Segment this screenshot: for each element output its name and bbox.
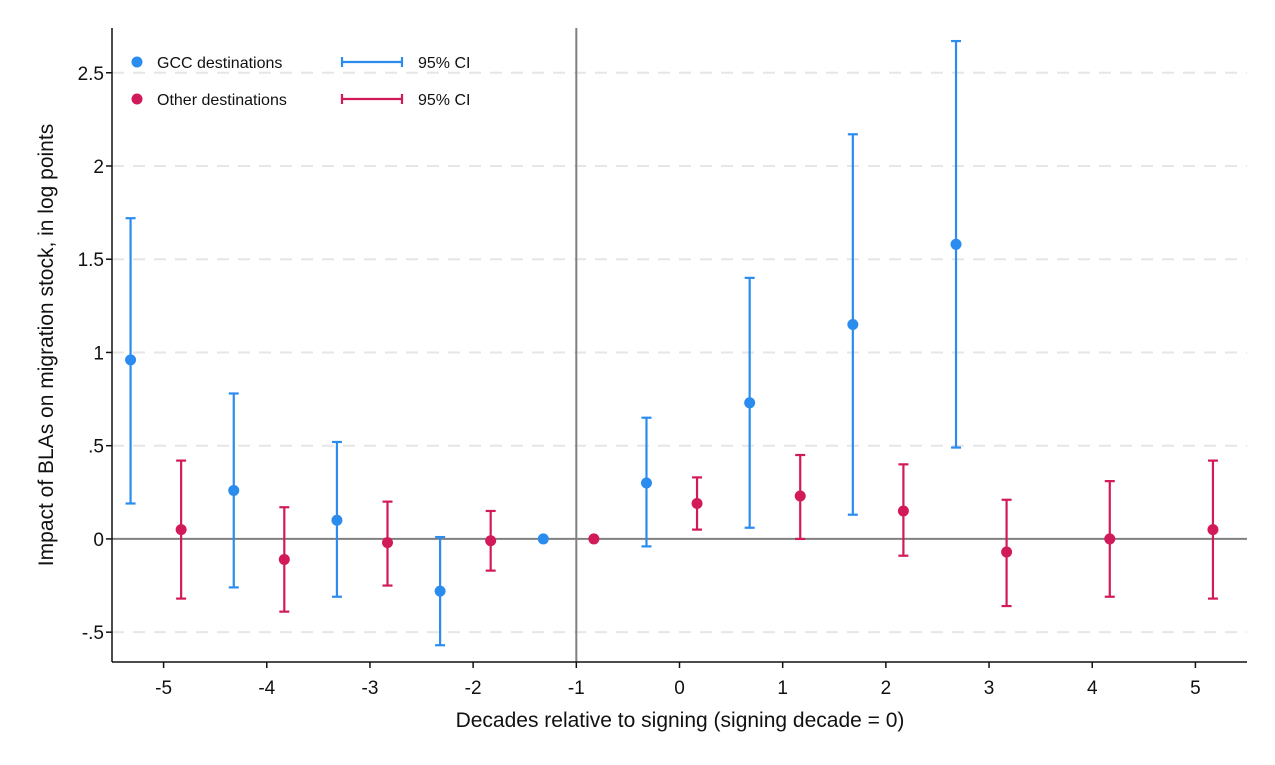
x-tick-label: -3 bbox=[362, 678, 379, 699]
reference-lines bbox=[112, 28, 1247, 662]
series-gcc bbox=[125, 39, 962, 647]
point-estimate bbox=[175, 524, 187, 536]
y-axis-title: Impact of BLAs on migration stock, in lo… bbox=[35, 124, 58, 566]
y-tick-label: 1.5 bbox=[78, 250, 104, 271]
point-estimate bbox=[744, 397, 756, 409]
legend-label: GCC destinations bbox=[157, 55, 282, 72]
x-tick-label: 3 bbox=[984, 678, 995, 699]
x-tick-label: 1 bbox=[777, 678, 788, 699]
x-tick-label: -5 bbox=[155, 678, 172, 699]
x-tick-label: 2 bbox=[881, 678, 892, 699]
y-tick-label: .5 bbox=[88, 437, 104, 458]
point-estimate bbox=[228, 484, 240, 496]
point-estimate bbox=[1001, 546, 1013, 558]
point-estimate bbox=[640, 477, 652, 489]
x-tick-label: 4 bbox=[1087, 678, 1098, 699]
grid-lines bbox=[112, 71, 1247, 634]
plot-marks bbox=[125, 39, 1219, 647]
tick-labels: -.5 0 .5 1 1.5 2 2.5 -5 -4 -3 -2 -1 0 1 2 3 4 5 bbox=[78, 64, 1201, 699]
point-estimate bbox=[434, 585, 446, 597]
legend-label: Other destinations bbox=[157, 92, 287, 109]
point-estimate bbox=[794, 490, 806, 502]
point-estimate bbox=[485, 535, 497, 547]
point-estimate bbox=[537, 533, 549, 545]
y-tick-label: -.5 bbox=[82, 623, 104, 644]
point-estimate bbox=[331, 514, 343, 526]
y-tick-label: 0 bbox=[93, 530, 104, 551]
legend-ci-label: 95% CI bbox=[418, 92, 470, 109]
x-tick-label: -4 bbox=[258, 678, 275, 699]
x-axis-title: Decades relative to signing (signing dec… bbox=[456, 709, 905, 732]
point-estimate bbox=[897, 505, 909, 517]
series-other bbox=[175, 453, 1219, 613]
y-tick-label: 2.5 bbox=[78, 64, 104, 85]
y-tick-label: 1 bbox=[93, 343, 104, 364]
legend-marker bbox=[131, 93, 143, 105]
point-estimate bbox=[381, 537, 393, 549]
x-tick-label: 0 bbox=[674, 678, 685, 699]
point-estimate bbox=[950, 238, 962, 250]
y-tick-label: 2 bbox=[93, 157, 104, 178]
point-estimate bbox=[847, 318, 859, 330]
point-estimate bbox=[125, 354, 137, 366]
legend: GCC destinations 95% CI Other destinations… bbox=[131, 55, 470, 109]
axes bbox=[106, 28, 1247, 668]
point-estimate bbox=[588, 533, 600, 545]
x-tick-label: -1 bbox=[568, 678, 585, 699]
point-estimate bbox=[1104, 533, 1116, 545]
x-tick-label: -2 bbox=[465, 678, 482, 699]
x-tick-label: 5 bbox=[1190, 678, 1201, 699]
legend-marker bbox=[131, 56, 143, 68]
point-estimate bbox=[278, 553, 290, 565]
point-estimate bbox=[691, 498, 703, 509]
legend-ci-label: 95% CI bbox=[418, 55, 470, 72]
point-estimate bbox=[1207, 524, 1219, 536]
